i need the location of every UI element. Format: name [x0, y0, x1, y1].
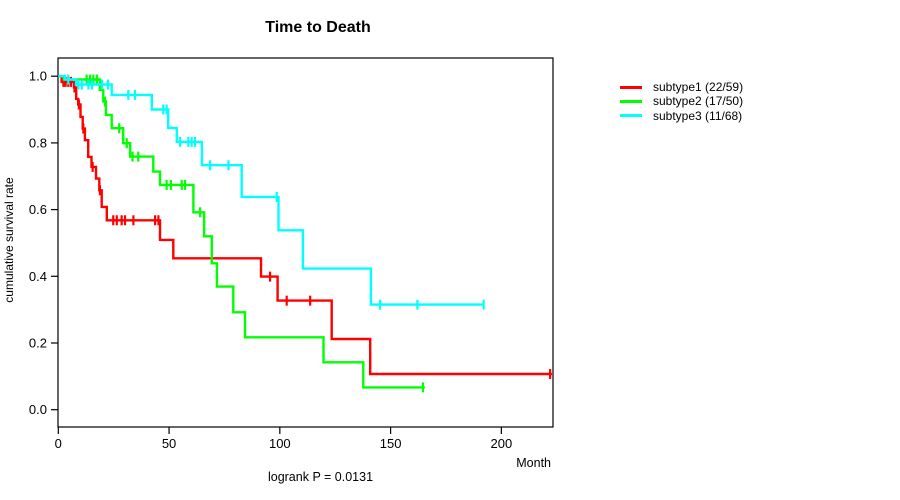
- legend-item-subtype1: subtype1 (22/59): [620, 80, 743, 94]
- legend-line-swatch-subtype2: [620, 99, 642, 103]
- x-tick-label: 150: [380, 436, 402, 451]
- legend-label-subtype1: subtype1 (22/59): [653, 80, 744, 95]
- y-tick-label: 0.8: [29, 135, 47, 150]
- y-tick-label: 0.6: [29, 202, 47, 217]
- x-tick-label: 0: [55, 436, 62, 451]
- km-curve-subtype2: [58, 75, 425, 389]
- legend-line-swatch-subtype3: [620, 114, 642, 118]
- legend-item-subtype2: subtype2 (17/50): [620, 94, 743, 108]
- legend-label-subtype3: subtype3 (11/68): [653, 108, 743, 123]
- y-axis-label: cumulative survival rate: [2, 177, 16, 303]
- legend-item-subtype3: subtype3 (11/68): [620, 109, 743, 123]
- y-tick-label: 0.4: [29, 269, 47, 284]
- x-axis-label: Month: [516, 456, 551, 470]
- footnote-logrank: logrank P = 0.0131: [267, 470, 374, 484]
- legend-label-subtype2: subtype2 (17/50): [653, 94, 744, 109]
- page-title: Time to Death: [265, 19, 371, 36]
- x-tick-label: 50: [162, 436, 176, 451]
- x-tick-label: 100: [269, 436, 291, 451]
- y-tick-label: 1.0: [29, 69, 47, 84]
- plot-box: [57, 57, 554, 428]
- legend: subtype1 (22/59) subtype2 (17/50) subtyp…: [620, 80, 743, 123]
- x-tick-label: 200: [491, 436, 513, 451]
- y-tick-label: 0.2: [29, 336, 47, 351]
- km-curve-subtype3: [58, 75, 485, 306]
- y-tick-label: 0.0: [29, 402, 47, 417]
- legend-line-swatch-subtype1: [620, 85, 642, 89]
